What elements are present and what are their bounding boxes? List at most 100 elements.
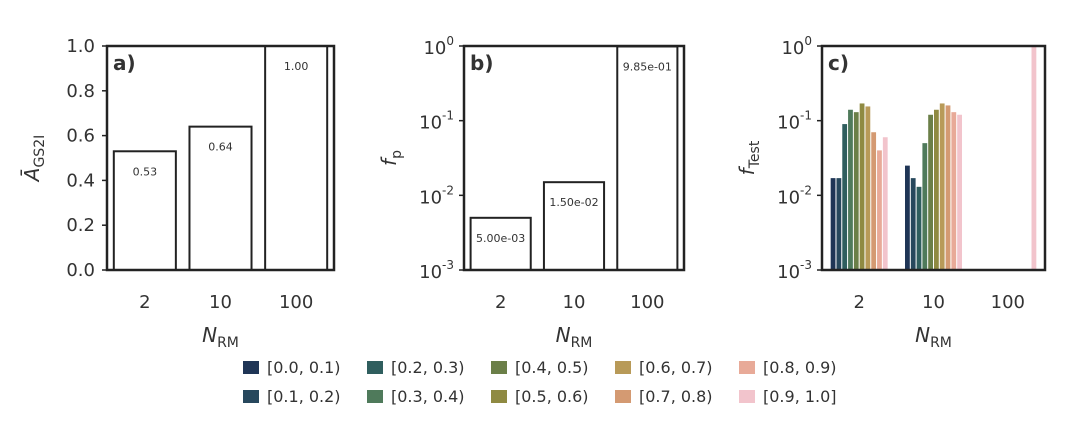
legend-item: [0.3, 0.4) — [367, 385, 465, 407]
bar — [264, 45, 329, 271]
y-axis-title: ĀGS2I — [20, 135, 48, 183]
x-tick-label: 10 — [563, 292, 586, 313]
y-tick-label: 10-2 — [419, 183, 454, 208]
bar — [951, 112, 957, 270]
legend-item: [0.6, 0.7) — [615, 356, 713, 378]
bar — [616, 45, 679, 271]
legend-swatch — [243, 360, 259, 374]
y-tick-label: 10-1 — [777, 109, 812, 134]
x-tick-label: 10 — [209, 292, 232, 313]
bar — [910, 178, 916, 270]
panel-3: c) 2 10 100 10-3 10-2 10-1 100 NRM fTest — [735, 34, 1047, 351]
legend-item: [0.0, 0.1) — [243, 356, 341, 378]
legend-label: [0.0, 0.1) — [267, 357, 341, 377]
legend-item: [0.8, 0.9) — [739, 356, 837, 378]
bar — [905, 165, 910, 270]
bar — [871, 132, 877, 270]
legend-swatch — [739, 360, 755, 374]
legend-swatch — [367, 360, 383, 374]
panel-1: 0.53 0.64 1.00 a) 2 10 100 0.0 0.2 0.4 0.6 0.8 1.0 NR… — [20, 36, 336, 351]
x-tick-label: 100 — [991, 292, 1025, 313]
legend-item: [0.4, 0.5) — [491, 356, 589, 378]
bar — [916, 186, 922, 270]
bar — [836, 178, 842, 270]
bar — [865, 106, 871, 270]
x-axis-title: NRM — [202, 323, 239, 351]
x-tick-label: 100 — [630, 292, 664, 313]
x-axis-title: NRM — [556, 323, 593, 351]
x-tick-label: 2 — [495, 292, 506, 313]
y-tick-label: 0.6 — [66, 126, 95, 147]
legend-label: [0.7, 0.8) — [639, 386, 713, 406]
bar — [939, 103, 945, 271]
bar-value-label: 9.85e-01 — [623, 60, 672, 73]
legend-swatch — [367, 389, 383, 403]
legend-label: [0.2, 0.3) — [391, 357, 465, 377]
legend-label: [0.9, 1.0] — [763, 386, 837, 406]
legend-swatch — [615, 389, 631, 403]
legend: [0.0, 0.1) [0.1, 0.2) [0.2, 0.3) [0.3, 0.4)… — [243, 356, 863, 410]
bar — [957, 114, 962, 271]
legend-swatch — [243, 389, 259, 403]
legend-label: [0.6, 0.7) — [639, 357, 713, 377]
x-axis-title: NRM — [915, 323, 952, 351]
legend-label: [0.5, 0.6) — [515, 386, 589, 406]
y-tick-label: 0.4 — [66, 170, 95, 191]
legend-item: [0.7, 0.8) — [615, 385, 713, 407]
bar — [934, 109, 939, 271]
legend-label: [0.3, 0.4) — [391, 386, 465, 406]
bar — [469, 216, 532, 272]
y-tick-label: 10-3 — [777, 258, 812, 283]
bar — [928, 114, 933, 271]
legend-item: [0.1, 0.2) — [243, 385, 341, 407]
bar-value-label: 0.64 — [208, 141, 233, 154]
bar — [945, 105, 951, 270]
legend-swatch — [615, 360, 631, 374]
bar — [112, 150, 177, 271]
legend-swatch — [739, 389, 755, 403]
panel-label: c) — [828, 51, 849, 75]
legend-label: [0.8, 0.9) — [763, 357, 837, 377]
y-tick-label: 10-3 — [419, 258, 454, 283]
plot-frame — [462, 44, 686, 272]
y-axis-title: fp — [377, 150, 405, 166]
legend-swatch — [491, 389, 507, 403]
legend-label: [0.4, 0.5) — [515, 357, 589, 377]
legend-item: [0.2, 0.3) — [367, 356, 465, 378]
legend-item: [0.9, 1.0] — [739, 385, 837, 407]
y-tick-label: 100 — [423, 34, 454, 59]
bar — [877, 150, 882, 270]
panel-label: b) — [470, 51, 493, 75]
bar — [853, 112, 859, 270]
x-tick-label: 2 — [853, 292, 864, 313]
bar-value-label: 1.50e-02 — [549, 196, 598, 209]
x-tick-label: 2 — [139, 292, 150, 313]
bar — [859, 103, 865, 271]
x-tick-label: 100 — [279, 292, 313, 313]
bar — [830, 178, 836, 270]
panel-label: a) — [113, 51, 136, 75]
bar-value-label: 5.00e-03 — [476, 232, 525, 245]
plot-frame — [105, 44, 336, 272]
y-tick-label: 0.2 — [66, 215, 95, 236]
y-axis-title: fTest — [735, 140, 763, 175]
legend-item: [0.5, 0.6) — [491, 385, 589, 407]
y-tick-label: 0.8 — [66, 81, 95, 102]
bar — [1031, 46, 1037, 270]
bar-value-label: 1.00 — [284, 60, 309, 73]
bar-value-label: 0.53 — [133, 165, 158, 178]
y-tick-label: 10-1 — [419, 109, 454, 134]
bar — [922, 143, 928, 270]
legend-swatch — [491, 360, 507, 374]
x-tick-label: 10 — [922, 292, 945, 313]
bar — [848, 109, 853, 271]
y-tick-label: 1.0 — [66, 36, 95, 57]
legend-label: [0.1, 0.2) — [267, 386, 341, 406]
bar — [882, 137, 888, 270]
bar — [842, 124, 848, 271]
plot-frame — [820, 44, 1047, 272]
y-tick-label: 100 — [781, 34, 812, 59]
y-tick-label: 10-2 — [777, 183, 812, 208]
panel-2: 5.00e-03 1.50e-02 9.85e-01 b) 2 10 100 10-3 10-2… — [377, 34, 686, 351]
